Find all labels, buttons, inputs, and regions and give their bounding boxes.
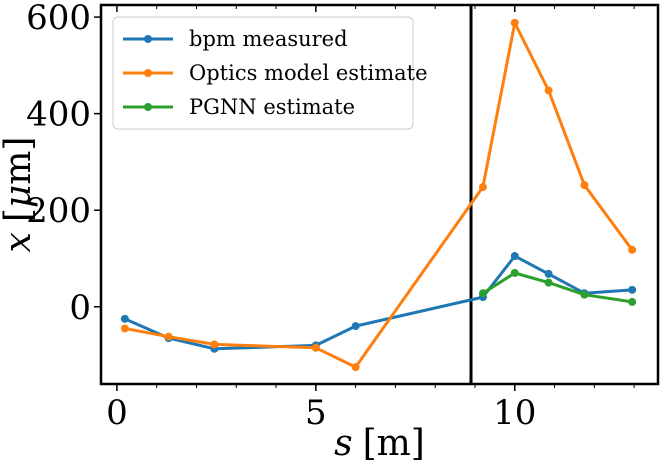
plot-frame [99,3,660,386]
data-point [351,363,360,372]
x-tick-label: 10 [493,393,536,433]
data-point [351,322,360,331]
y-tick-label: 400 [26,95,91,135]
y-axis-unit-open: [ [0,208,39,222]
data-point [544,278,553,287]
data-point [478,183,487,192]
legend-label: bpm measured [189,27,348,51]
series-layer [120,18,637,372]
legend-swatch-marker [144,69,152,77]
legend-label: Optics model estimate [189,61,428,85]
data-point [628,245,637,254]
y-axis-unit-mu: μ [0,185,39,208]
x-tick-label: 5 [305,393,327,433]
data-point [628,285,637,294]
data-point [164,332,173,341]
data-point [510,268,519,277]
data-point [544,269,553,278]
data-point [580,181,589,190]
legend: bpm measured Optics model estimate PGNN es… [112,16,428,130]
data-point [311,343,320,352]
legend-item: PGNN estimate [123,95,355,119]
data-point [580,290,589,299]
y-tick-label: 200 [26,191,91,231]
y-axis-var: x [0,232,39,252]
x-tick-label: 0 [106,393,128,433]
y-axis-unit-close: m] [0,137,39,185]
data-point [544,86,553,95]
data-point [120,314,129,323]
data-point [120,324,129,333]
data-point [628,297,637,306]
y-axis-title: x [μm] [0,137,39,253]
legend-swatch-marker [144,35,152,43]
y-tick-label: 600 [26,0,91,38]
legend-swatch-marker [144,103,152,111]
x-axis-title: s [m] [334,423,425,464]
data-point [510,18,519,27]
x-axis-ticks: 0 5 10 [106,5,635,433]
legend-label: PGNN estimate [189,95,355,119]
legend-items: bpm measured Optics model estimate PGNN es… [123,27,428,119]
legend-box [112,16,414,130]
y-axis-ticks: 0 200 400 600 [26,0,101,328]
data-point [478,289,487,298]
legend-item: Optics model estimate [123,61,428,85]
series-line [123,21,634,369]
series-2 [120,18,637,372]
series-1 [120,252,637,353]
y-tick-label: 0 [69,288,91,328]
x-axis-unit: [m] [363,423,425,464]
legend-item: bpm measured [123,27,348,51]
x-axis-var: s [334,423,352,464]
data-point [210,340,219,349]
series-line [123,254,634,351]
series-3 [478,268,637,306]
data-point [510,252,519,261]
